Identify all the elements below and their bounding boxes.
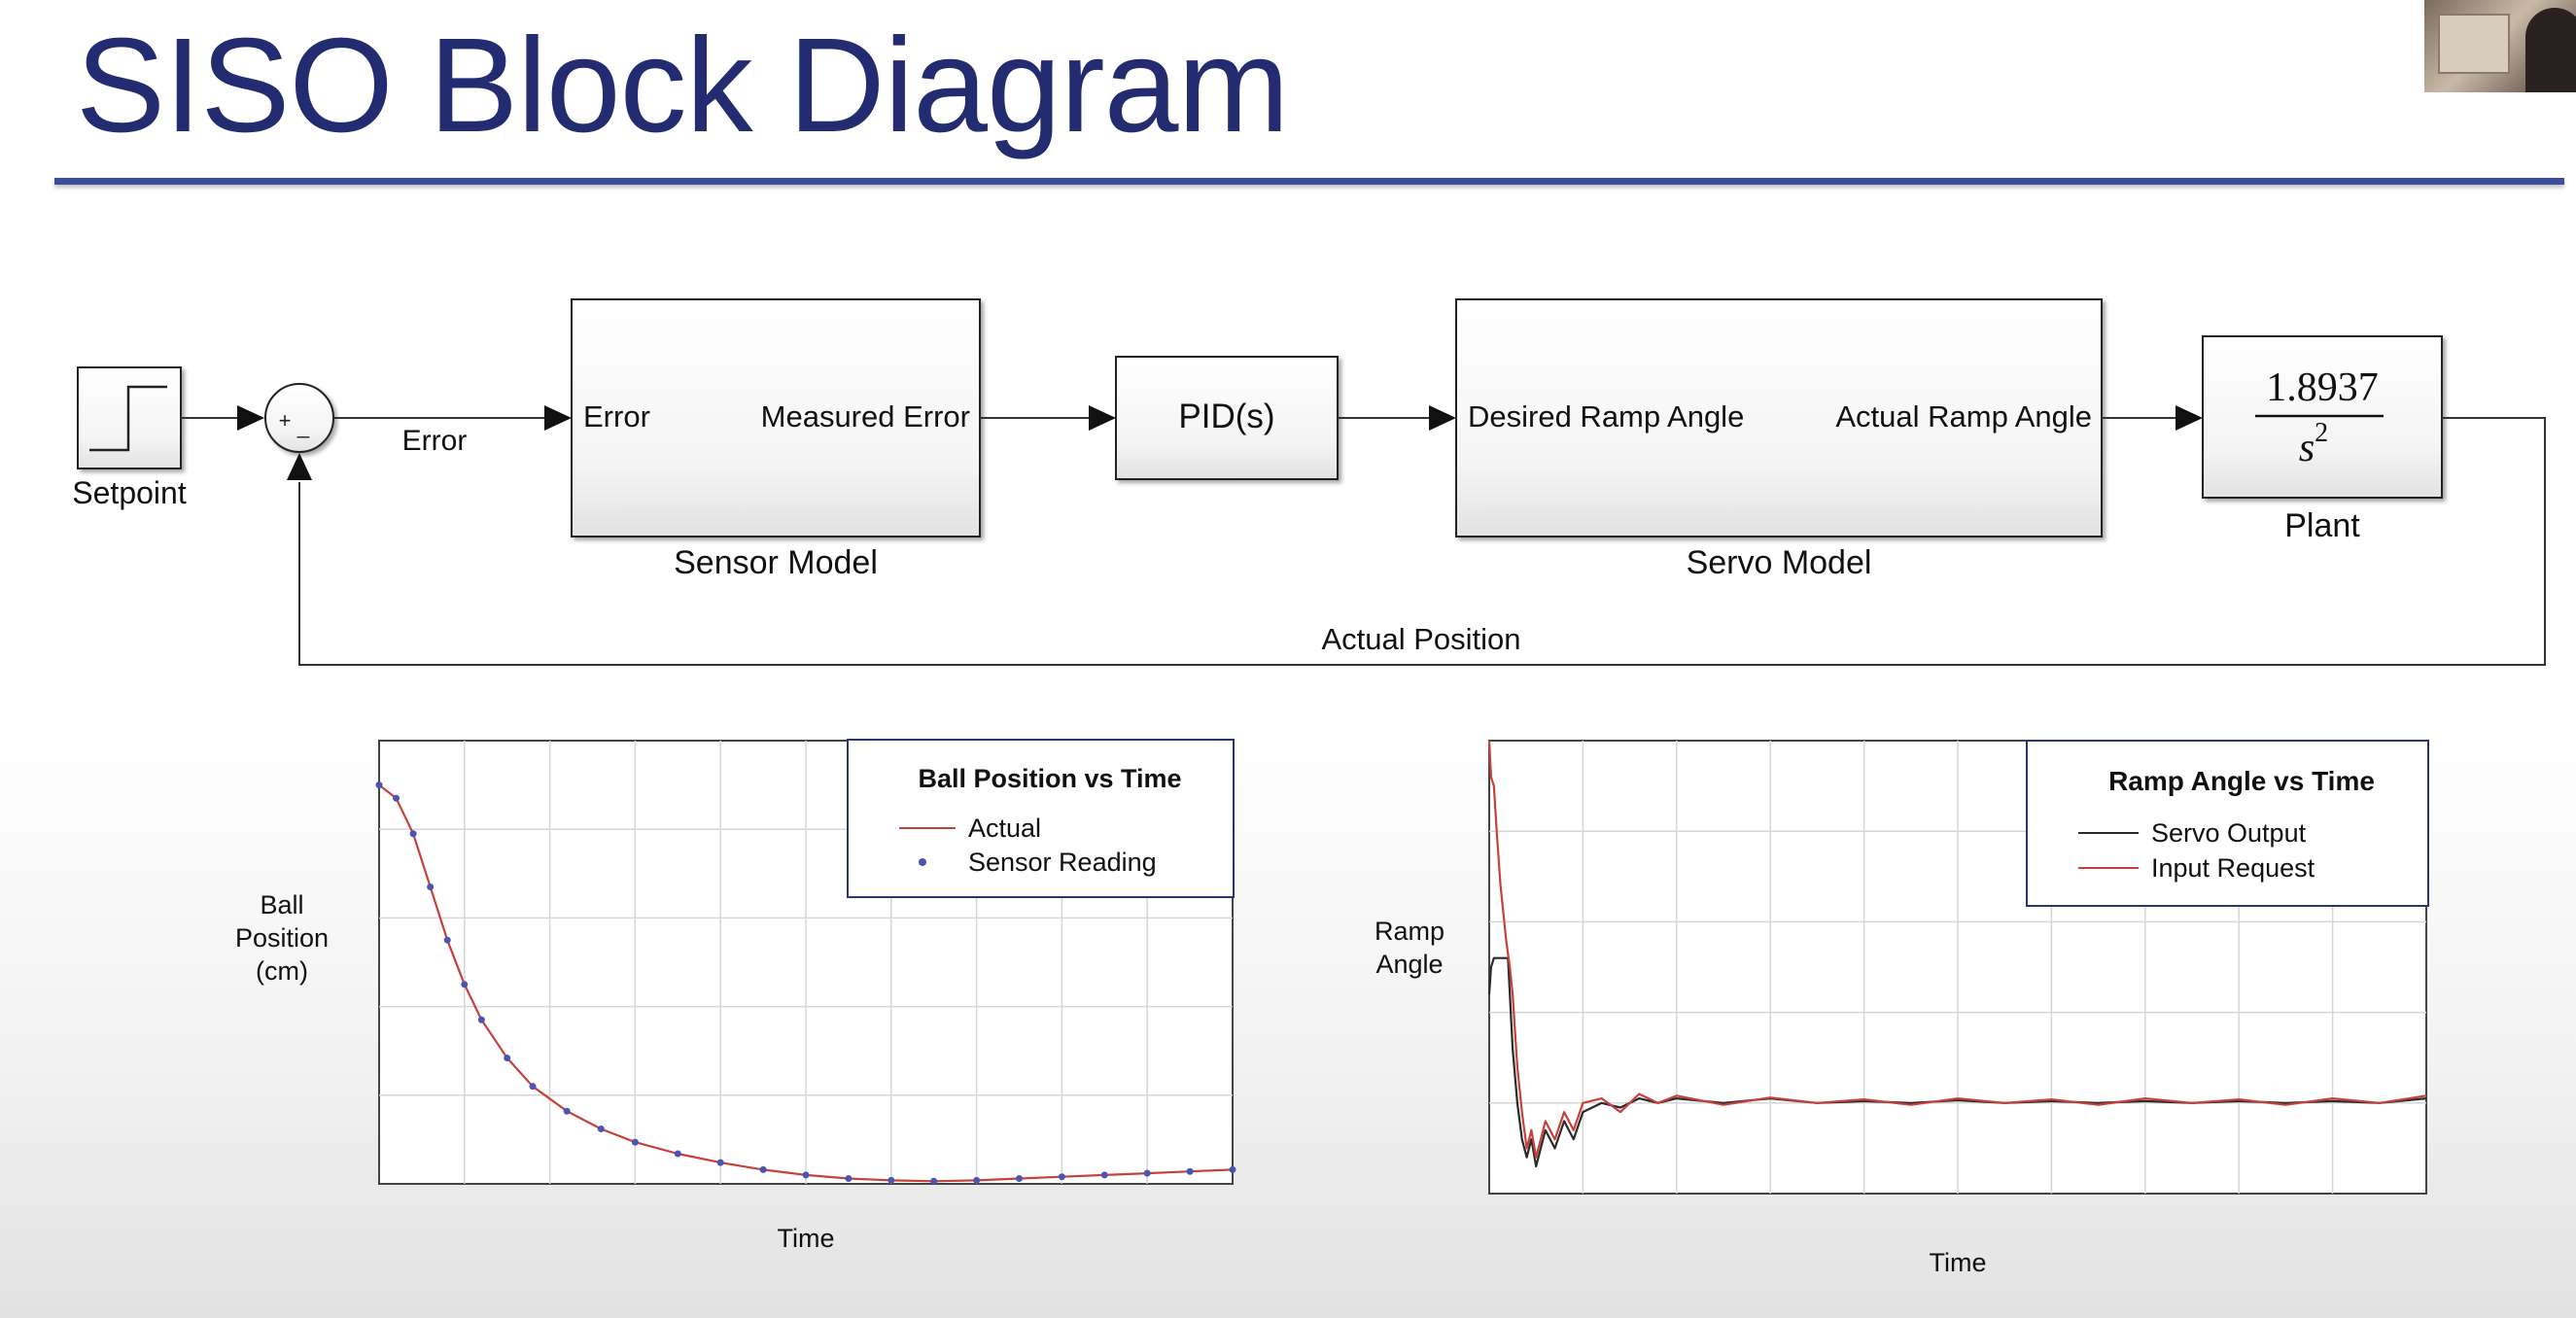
arrowhead: [237, 405, 264, 431]
ball-position-ylabel-line: Position: [235, 923, 329, 953]
ball-position-point-sensor-reading: [930, 1177, 938, 1185]
ball-position-point-sensor-reading: [563, 1107, 571, 1115]
ball-position-point-sensor-reading: [393, 794, 400, 802]
ball-position-point-sensor-reading: [759, 1165, 767, 1173]
ramp-angle-ylabel-line: Angle: [1375, 950, 1443, 979]
ball-position-point-sensor-reading: [477, 1016, 485, 1023]
arrowhead: [2176, 405, 2203, 431]
servo-model-block[interactable]: [1455, 298, 2103, 538]
servo-model-name: Servo Model: [1687, 544, 1872, 581]
ball-position-point-sensor-reading: [1058, 1173, 1065, 1181]
webcam-background-poster: [2438, 14, 2510, 74]
ball-position-point-sensor-reading: [716, 1159, 724, 1166]
pid-controller-block[interactable]: [1115, 356, 1339, 480]
ball-position-legend: Ball Position vs Time Actual Sensor Read…: [847, 739, 1235, 898]
ball-position-point-sensor-reading: [409, 830, 417, 838]
ramp-angle-ylabel: Ramp Angle: [1375, 917, 1445, 979]
ball-position-point-sensor-reading: [631, 1138, 639, 1146]
ramp-angle-legend: Ramp Angle vs Time Servo Output Input Re…: [2026, 740, 2429, 907]
plant-denominator-base: s: [2299, 426, 2315, 470]
ramp-angle-series: [1487, 740, 2427, 1168]
ball-position-point-sensor-reading: [1143, 1169, 1151, 1177]
servo-output-port-label: Actual Ramp Angle: [1835, 399, 2092, 434]
ball-position-gridlines: [379, 741, 1233, 1184]
ball-position-ylabel: Ball Position (cm): [235, 890, 329, 986]
plant-name: Plant: [2284, 507, 2360, 544]
feedback-signal-label: Actual Position: [1321, 622, 1520, 656]
arrowhead: [1429, 405, 1456, 431]
ball-position-point-sensor-reading: [1186, 1167, 1194, 1175]
ball-position-ylabel-line: (cm): [256, 956, 308, 986]
ramp-angle-xlabel: Time: [1930, 1248, 1987, 1277]
ball-position-xlabel: Time: [778, 1224, 835, 1253]
ramp-angle-chart-title: Ramp Angle vs Time: [2108, 766, 2375, 796]
pid-label: PID(s): [1178, 398, 1274, 435]
arrowhead: [1089, 405, 1116, 431]
presenter-webcam-thumbnail: [2424, 0, 2576, 92]
plant-numerator: 1.8937: [2266, 365, 2379, 410]
ball-position-point-sensor-reading: [597, 1125, 605, 1132]
ball-position-point-sensor-reading: [443, 936, 451, 944]
ball-position-series: [375, 781, 1236, 1185]
ramp-angle-ylabel-line: Ramp: [1375, 917, 1445, 946]
ball-position-point-sensor-reading: [845, 1175, 853, 1183]
plant-denominator-exponent: 2: [2315, 418, 2328, 448]
servo-input-port-label: Desired Ramp Angle: [1468, 399, 1744, 434]
title-divider: [54, 178, 2564, 185]
ball-position-point-sensor-reading: [674, 1150, 681, 1158]
arrowhead: [287, 453, 312, 480]
ball-position-point-sensor-reading: [973, 1176, 981, 1184]
ball-position-point-sensor-reading: [504, 1054, 511, 1061]
ball-position-point-sensor-reading: [1229, 1165, 1236, 1173]
feedback-wire: [298, 417, 2546, 666]
legend-label-actual: Actual: [968, 814, 1041, 843]
ball-position-point-sensor-reading: [375, 781, 383, 789]
ball-position-line-actual: [378, 783, 1234, 1183]
ball-position-point-sensor-reading: [802, 1171, 810, 1179]
summer-minus-sign: _: [296, 414, 310, 438]
ball-position-point-sensor-reading: [461, 981, 469, 988]
setpoint-block[interactable]: [77, 366, 182, 469]
sensor-input-port-label: Error: [583, 399, 650, 434]
legend-label-sensor-reading: Sensor Reading: [968, 848, 1157, 877]
ball-position-point-sensor-reading: [529, 1083, 537, 1091]
arrowhead: [544, 405, 572, 431]
ball-position-point-sensor-reading: [888, 1176, 895, 1184]
legend-swatch-sensor-reading: [919, 858, 926, 866]
setpoint-label: Setpoint: [72, 475, 187, 510]
sensor-model-name: Sensor Model: [674, 544, 878, 581]
slide-title: SISO Block Diagram: [76, 11, 1289, 160]
ramp-angle-line-input-request: [1487, 740, 2427, 1159]
ball-position-point-sensor-reading: [1100, 1171, 1108, 1179]
block-diagram: Setpoint + _ Error Error Measured Error …: [72, 298, 2546, 666]
ball-position-chart-title: Ball Position vs Time: [918, 764, 1181, 793]
ball-position-ylabel-line: Ball: [260, 890, 303, 919]
error-signal-label: Error: [402, 425, 468, 457]
ball-position-point-sensor-reading: [1016, 1175, 1023, 1183]
legend-label-input-request: Input Request: [2151, 853, 2315, 883]
ball-position-point-sensor-reading: [427, 883, 435, 890]
sensor-output-port-label: Measured Error: [761, 399, 970, 434]
legend-label-servo-output: Servo Output: [2151, 818, 2307, 848]
webcam-presenter: [2525, 8, 2576, 92]
summer-plus-sign: +: [279, 408, 292, 433]
plant-denominator: s2: [2299, 418, 2328, 470]
